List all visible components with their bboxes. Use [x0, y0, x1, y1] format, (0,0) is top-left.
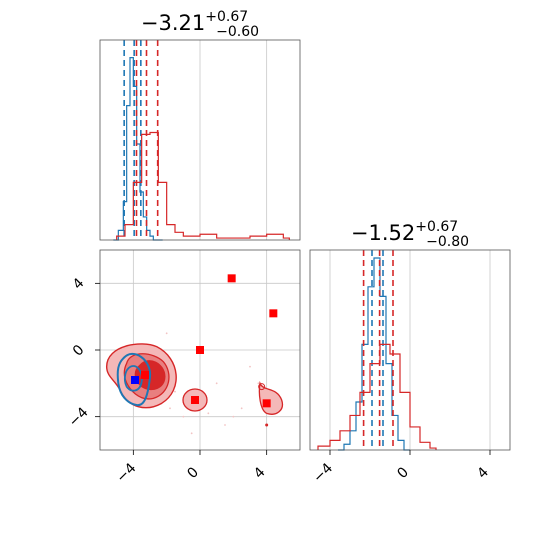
joint-blue-contour-inner — [123, 365, 143, 392]
joint-faint-dot-1 — [182, 415, 185, 418]
right-hist-series-1-step — [317, 343, 437, 450]
joint-faint-dot-11 — [169, 407, 171, 410]
right-hist-xtick-label-0: −4 — [310, 460, 336, 486]
top-title-sup: +0.67 — [205, 9, 248, 25]
joint-ytick-label-1: 0 — [70, 342, 88, 360]
joint-marker-0 — [227, 274, 236, 283]
joint-ytick-label-2: −4 — [66, 404, 92, 430]
top-hist-frame — [99, 39, 301, 241]
joint-red-blob-b — [258, 380, 284, 415]
right-hist-series-0-step — [338, 257, 410, 451]
joint-faint-dot-3 — [249, 365, 251, 368]
right-histogram-panel: −4 0 4 — [309, 249, 511, 486]
joint-faint-dot-8 — [224, 424, 226, 426]
joint-marker-6 — [131, 376, 139, 384]
right-title-sub: −0.80 — [426, 234, 469, 250]
joint-faint-dot-10 — [207, 412, 210, 415]
joint-xtick-label-2: 4 — [251, 464, 269, 482]
right-hist-xtick-label-1: 0 — [394, 464, 412, 482]
joint-marker-3 — [141, 371, 149, 379]
joint-marker-4 — [191, 396, 199, 404]
joint-xtick-label-0: −4 — [114, 460, 140, 486]
joint-faint-dot-0 — [174, 390, 176, 393]
top-hist-series-0-step — [113, 57, 163, 241]
joint-faint-dot-6 — [240, 407, 243, 410]
joint-marker-1 — [269, 309, 278, 318]
top-histogram-panel — [99, 39, 301, 241]
top-title-sub: −0.60 — [216, 24, 259, 40]
right-title-value: −1.52 — [351, 221, 415, 245]
right-title-sup: +0.67 — [415, 219, 458, 235]
top-hist-series-1-step — [116, 131, 290, 240]
joint-marker-5 — [262, 399, 271, 408]
joint-faint-dot-7 — [190, 432, 193, 435]
top-hist-title: −3.21+0.67 −0.60 — [141, 9, 259, 40]
joint-marker-2 — [196, 346, 204, 354]
right-hist-title: −1.52+0.67 −0.80 — [351, 219, 469, 250]
joint-faint-dot-4 — [215, 382, 218, 385]
joint-ytick-label-0: 4 — [70, 275, 88, 293]
top-title-value: −3.21 — [141, 11, 205, 35]
joint-faint-dot-5 — [165, 332, 168, 335]
joint-faint-dot-9 — [257, 382, 260, 385]
joint-red-blob-c — [258, 383, 266, 391]
joint-blue-contour-outer — [116, 352, 152, 407]
joint-xtick-label-1: 0 — [184, 464, 202, 482]
joint-faint-dot-2 — [232, 415, 235, 418]
joint-red-blob-d — [265, 423, 269, 427]
right-hist-xtick-label-2: 4 — [474, 464, 492, 482]
joint-contour-panel: −4 0 4 4 0 −4 — [66, 249, 301, 486]
